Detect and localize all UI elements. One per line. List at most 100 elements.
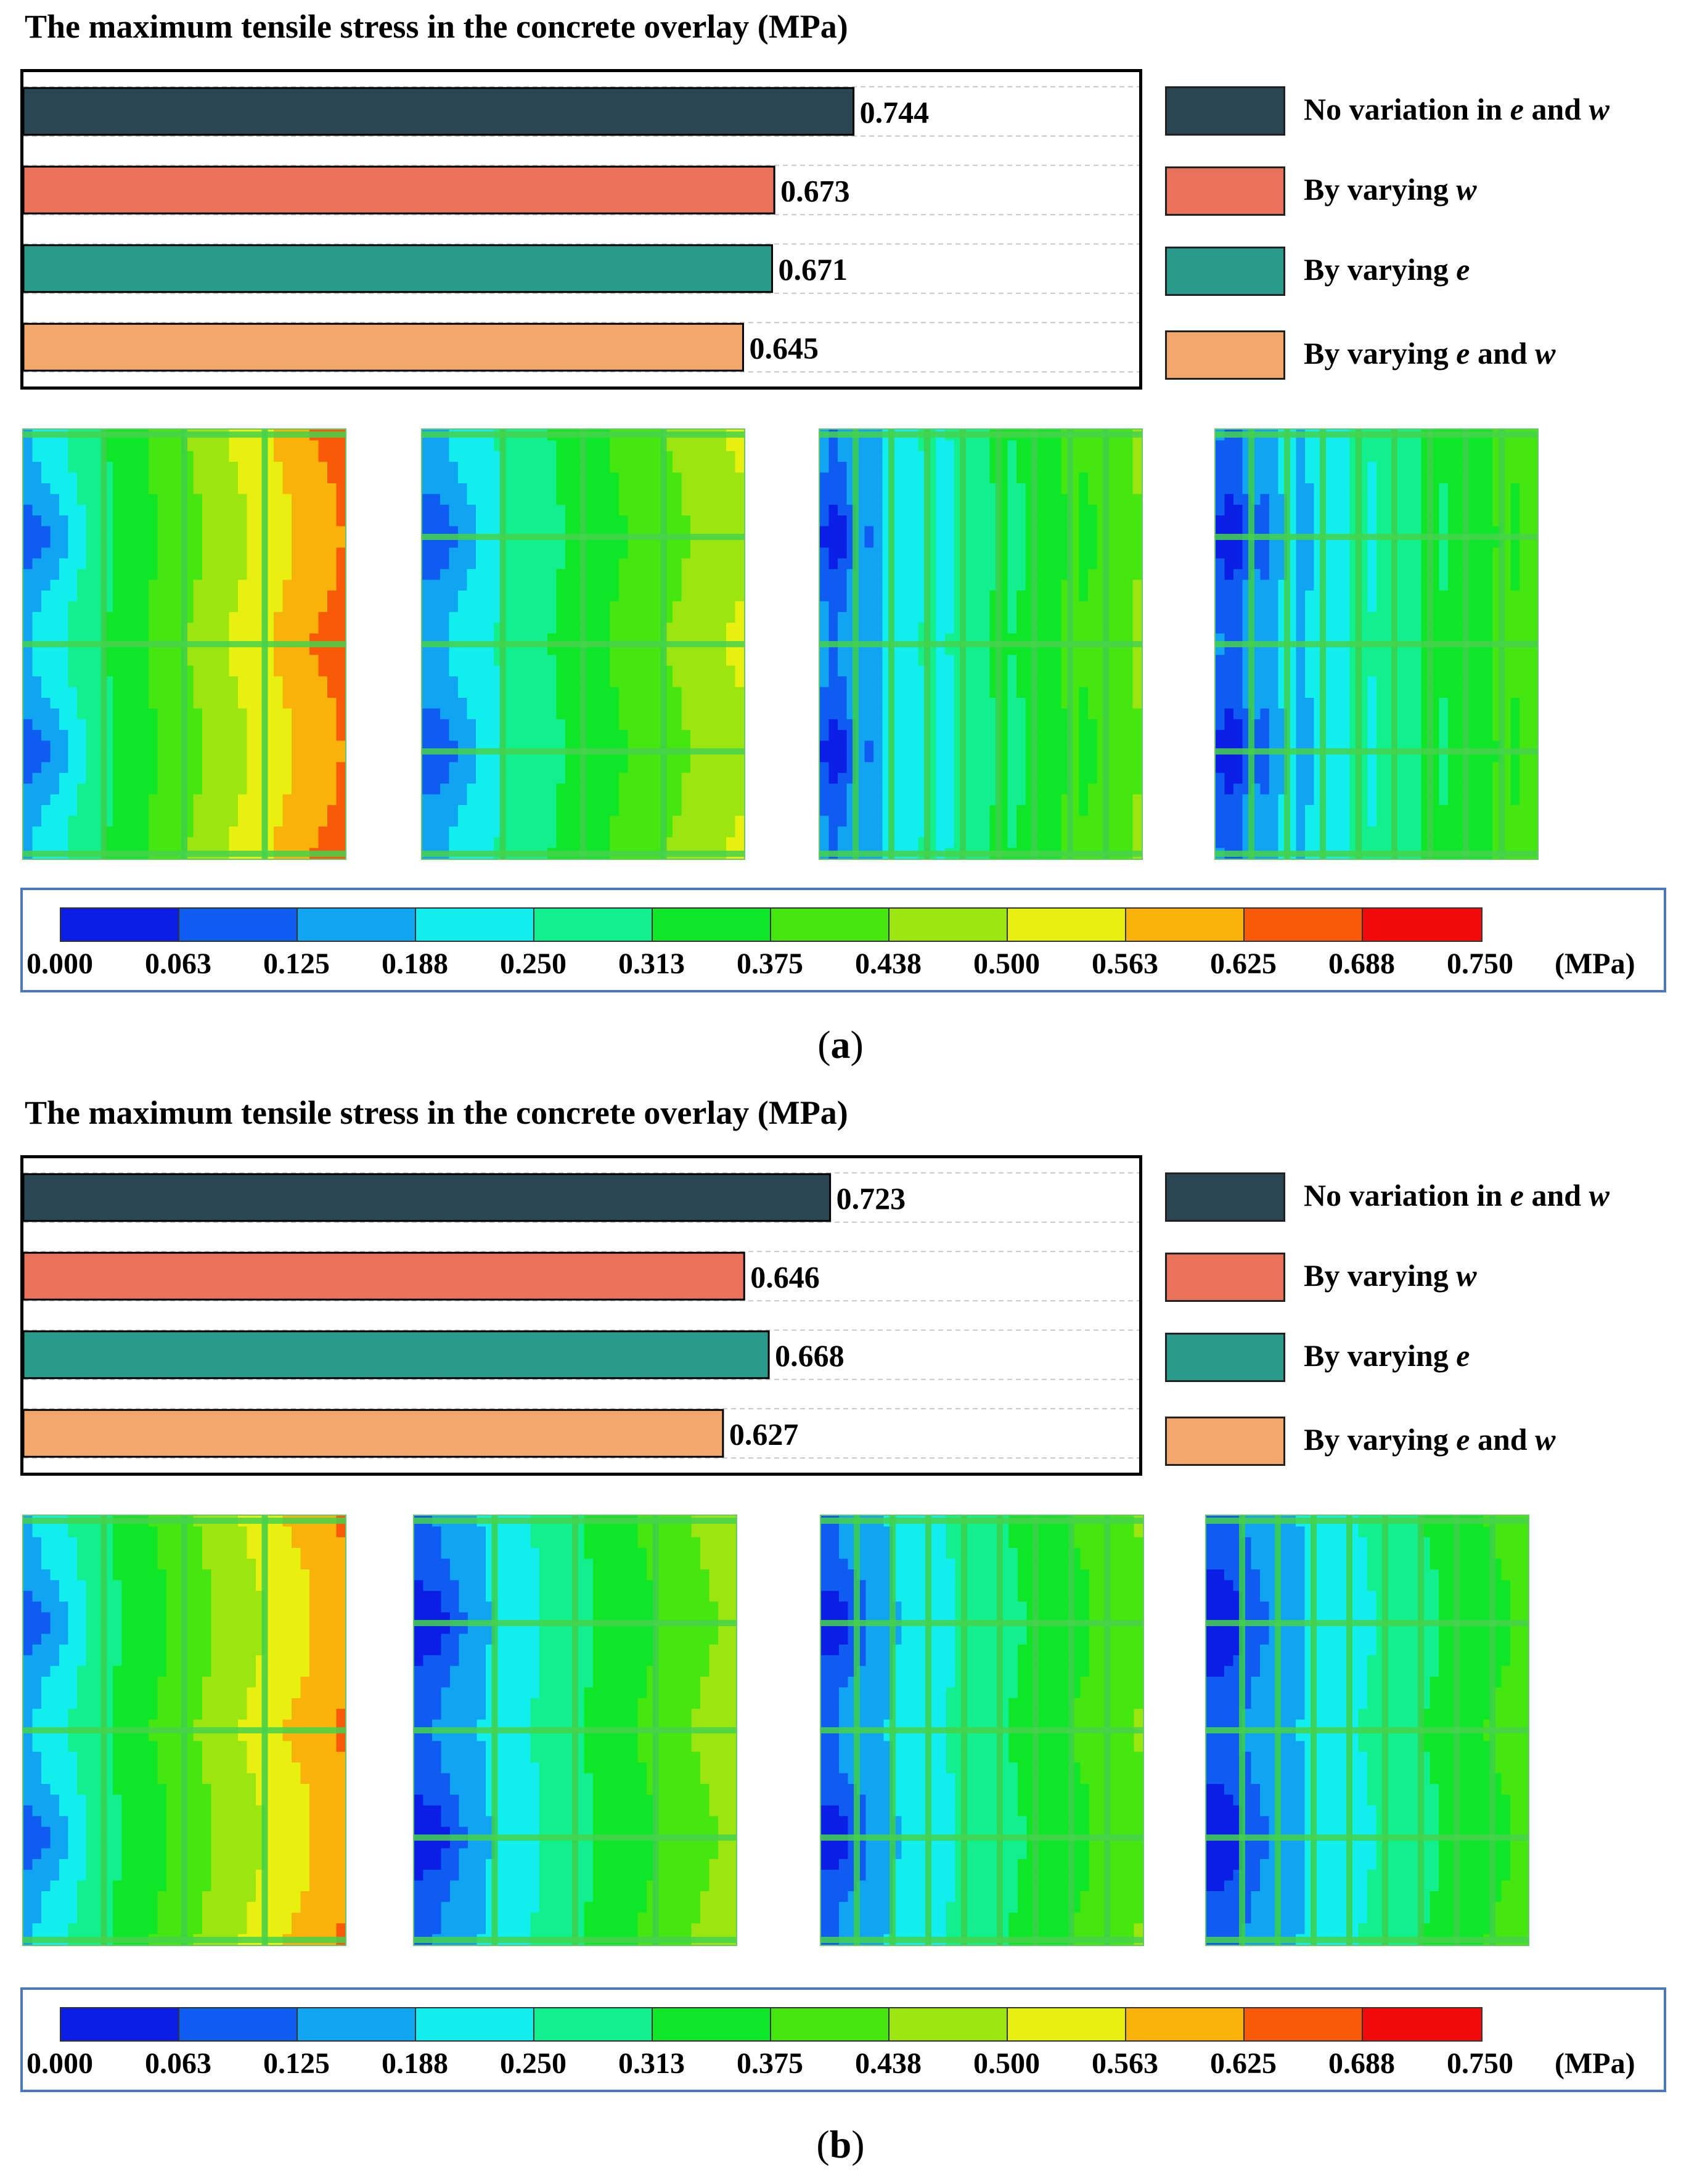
contour-cell bbox=[1269, 611, 1279, 623]
contour-cell bbox=[23, 826, 33, 838]
contour-cell bbox=[229, 794, 239, 806]
contour-cell bbox=[238, 762, 248, 774]
contour-cell bbox=[873, 783, 883, 795]
contour-cell bbox=[1331, 708, 1341, 720]
contour-cell bbox=[900, 537, 910, 548]
contour-cell bbox=[735, 483, 744, 494]
contour-cell bbox=[131, 772, 141, 784]
contour-cell bbox=[708, 783, 718, 795]
contour-cell bbox=[458, 451, 468, 462]
contour-cell bbox=[238, 472, 248, 484]
contour-cell bbox=[32, 805, 42, 816]
contour-cell bbox=[300, 676, 310, 688]
contour-cell bbox=[238, 515, 248, 527]
contour-cell bbox=[645, 591, 655, 602]
contour-cell bbox=[274, 708, 284, 720]
contour-cell bbox=[157, 730, 167, 742]
contour-cell bbox=[828, 751, 838, 763]
contour-cell bbox=[726, 440, 736, 452]
contour-cell bbox=[166, 740, 176, 752]
contour-cell bbox=[619, 676, 629, 688]
contour-cell bbox=[1305, 515, 1315, 527]
contour-cell bbox=[422, 826, 432, 838]
contour-cell bbox=[139, 740, 149, 752]
contour-cell bbox=[202, 826, 212, 838]
contour-cell bbox=[113, 772, 123, 784]
contour-cell bbox=[193, 462, 203, 473]
contour-cell bbox=[735, 601, 744, 613]
contour-cell bbox=[1260, 494, 1270, 505]
contour-cell bbox=[645, 676, 655, 688]
contour-cell bbox=[601, 805, 611, 816]
contour-cell bbox=[1233, 816, 1243, 827]
contour-cell bbox=[838, 762, 848, 774]
contour-cell bbox=[274, 579, 284, 591]
contour-cell bbox=[238, 547, 248, 559]
contour-cell bbox=[1269, 730, 1279, 742]
contour-cell bbox=[565, 462, 575, 473]
contour-cell bbox=[1132, 719, 1142, 730]
contour-cell bbox=[699, 826, 709, 838]
contour-cell bbox=[1269, 665, 1279, 677]
contour-cell bbox=[1296, 719, 1306, 730]
contour-cell bbox=[592, 708, 602, 720]
contour-cell bbox=[717, 591, 727, 602]
contour-cell bbox=[1224, 698, 1234, 709]
contour-cell bbox=[828, 805, 838, 816]
contour-cell bbox=[131, 440, 141, 452]
contour-cell bbox=[50, 676, 60, 688]
contour-cell bbox=[121, 601, 131, 613]
contour-cell bbox=[220, 740, 230, 752]
contour-cell bbox=[327, 547, 337, 559]
contour-cell bbox=[318, 483, 328, 494]
contour-cell bbox=[1233, 730, 1243, 742]
contour-cell bbox=[41, 751, 51, 763]
contour-cell bbox=[1296, 805, 1306, 816]
contour-cell bbox=[113, 698, 123, 709]
contour-cell bbox=[68, 483, 78, 494]
contour-cell bbox=[86, 623, 96, 634]
contour-cell bbox=[628, 451, 637, 462]
contour-cell bbox=[149, 472, 158, 484]
contour-cell bbox=[547, 472, 557, 484]
contour-cell bbox=[1007, 772, 1017, 784]
contour-cell bbox=[619, 462, 629, 473]
contour-cell bbox=[628, 687, 637, 698]
contour-cell bbox=[520, 472, 530, 484]
contour-cell bbox=[708, 687, 718, 698]
contour-cell bbox=[945, 676, 955, 688]
contour-cell bbox=[238, 526, 248, 538]
contour-cell bbox=[121, 730, 131, 742]
contour-cell bbox=[1016, 591, 1026, 602]
contour-cell bbox=[1260, 611, 1270, 623]
contour-cell bbox=[547, 623, 557, 634]
contour-cell bbox=[449, 569, 459, 581]
contour-cell bbox=[59, 837, 69, 849]
contour-cell bbox=[1296, 676, 1306, 688]
contour-cell bbox=[247, 730, 256, 742]
contour-cell bbox=[1016, 772, 1026, 784]
contour-cell bbox=[1124, 826, 1134, 838]
contour-cell bbox=[1305, 687, 1315, 698]
contour-cell bbox=[690, 805, 700, 816]
contour-cell bbox=[981, 772, 991, 784]
contour-cell bbox=[50, 623, 60, 634]
bar-value-label: 0.673 bbox=[780, 173, 850, 208]
contour-cell bbox=[726, 504, 736, 516]
contour-cell bbox=[981, 591, 991, 602]
contour-cell bbox=[1269, 772, 1279, 784]
contour-cell bbox=[32, 601, 42, 613]
contour-cell bbox=[274, 687, 284, 698]
contour-cell bbox=[820, 472, 830, 484]
contour-cell bbox=[1007, 569, 1017, 581]
contour-cell bbox=[1088, 816, 1098, 827]
contour-cell bbox=[610, 719, 620, 730]
contour-cell bbox=[708, 698, 718, 709]
contour-cell bbox=[565, 772, 575, 784]
contour-cell bbox=[838, 665, 848, 677]
contour-cell bbox=[318, 783, 328, 795]
contour-cell bbox=[909, 751, 919, 763]
contour-cell bbox=[292, 504, 301, 516]
contour-cell bbox=[1132, 483, 1142, 494]
contour-cell bbox=[449, 494, 459, 505]
